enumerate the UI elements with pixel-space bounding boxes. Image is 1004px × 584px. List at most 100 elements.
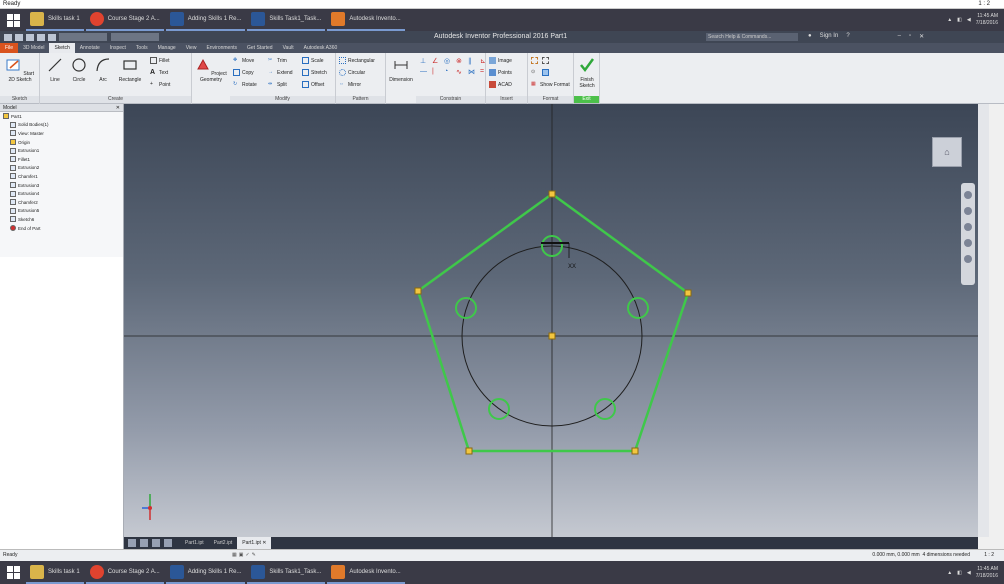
center-point-button[interactable]: ⊙ (531, 69, 540, 76)
doc-tab-part2[interactable]: Part2.ipt (213, 540, 233, 546)
tab-vault[interactable]: Vault (282, 45, 294, 51)
construction-circle[interactable] (461, 245, 643, 427)
graphics-window[interactable]: XX (124, 104, 978, 537)
tab-annotate[interactable]: Annotate (79, 45, 100, 51)
vertex-point[interactable] (631, 447, 639, 455)
collinear-icon[interactable]: ∠ (432, 58, 439, 65)
redo-icon[interactable] (48, 33, 56, 41)
taskbar-item-inventor[interactable]: Autodesk Invento... (327, 562, 405, 584)
browser-node[interactable]: Extrusion1 (0, 146, 123, 155)
start-sketch-button[interactable]: Start 2D Sketch (4, 57, 36, 83)
browser-node[interactable]: Fillet1 (0, 155, 123, 164)
center-point[interactable] (548, 332, 556, 340)
browser-node[interactable]: Origin (0, 138, 123, 147)
vertex-point[interactable] (548, 190, 556, 198)
pentagon-sketch[interactable] (416, 192, 690, 453)
user-icon[interactable]: ● (808, 33, 812, 39)
circle-button[interactable]: Circle (68, 57, 90, 83)
help-search-input[interactable]: Search Help & Commands... (706, 33, 798, 41)
browser-node[interactable]: Extrusion2 (0, 164, 123, 173)
construction-button[interactable] (531, 57, 540, 64)
taskbar-item-word-2[interactable]: Skills Task1_Task... (247, 9, 326, 31)
text-button[interactable]: A Text (150, 69, 169, 76)
bolt-hole[interactable] (455, 297, 477, 319)
image-button[interactable]: Image (489, 57, 512, 64)
viewcube[interactable]: ⌂ (932, 137, 962, 167)
rotate-button[interactable]: ↻ Rotate (233, 81, 257, 88)
dimension-text[interactable]: XX (568, 264, 576, 270)
tab-tools[interactable]: Tools (135, 45, 148, 51)
centerline-button[interactable] (542, 57, 551, 64)
circular-pattern-button[interactable]: Circular (339, 69, 365, 76)
equal-icon[interactable]: = (480, 68, 485, 75)
browser-node[interactable]: Solid Bodies(1) (0, 121, 123, 130)
taskbar-item-chrome[interactable]: Course Stage 2 A... (85, 562, 164, 584)
browser-node[interactable]: Sketch6 (0, 215, 123, 224)
move-button[interactable]: ✥ Move (233, 57, 255, 64)
show-format-button[interactable]: ▦ Show Format (531, 81, 570, 88)
bolt-hole[interactable] (627, 297, 649, 319)
new-icon[interactable] (4, 33, 12, 41)
close-icon[interactable]: ✕ (919, 34, 925, 40)
look-at-icon[interactable] (964, 255, 972, 263)
concentric-icon[interactable]: ◎ (444, 58, 451, 65)
steering-wheel-icon[interactable] (964, 191, 972, 199)
stretch-button[interactable]: Stretch (302, 69, 327, 76)
split-button[interactable]: ⇹ Split (268, 81, 287, 88)
vertex-point[interactable] (414, 287, 422, 295)
vertex-point[interactable] (465, 447, 473, 455)
tab-sketch[interactable]: Sketch (49, 43, 75, 53)
clock-bottom[interactable]: 11:45 AM 7/18/2016 (975, 565, 998, 579)
browser-node[interactable]: View: Master (0, 129, 123, 138)
tab-get-started[interactable]: Get Started (247, 45, 273, 51)
acad-button[interactable]: ACAD (489, 81, 512, 88)
arc-button[interactable]: Arc (92, 57, 114, 83)
bolt-hole[interactable] (594, 398, 616, 420)
volume-icon[interactable]: ◀ (966, 569, 971, 576)
doc-tab-close-icon[interactable]: ✕ (262, 540, 267, 546)
rectangle-button[interactable]: Rectangle (116, 57, 144, 83)
taskbar-item-word-1[interactable]: Adding Skills 1 Re... (165, 562, 246, 584)
taskbar-item-inventor[interactable]: Autodesk Invento... (327, 9, 405, 31)
driven-dimension-button[interactable] (542, 69, 551, 76)
start-button[interactable] (0, 9, 26, 31)
bolt-hole[interactable] (541, 235, 563, 257)
browser-node[interactable]: End of Part (0, 224, 123, 233)
maximize-icon[interactable]: ▫ (909, 33, 912, 39)
browser-node[interactable]: Extrusion3 (0, 181, 123, 190)
coincident-icon[interactable]: ⊥ (420, 58, 427, 65)
home-icon[interactable] (164, 539, 172, 547)
save-icon[interactable] (26, 33, 34, 41)
extend-button[interactable]: → Extend (268, 69, 293, 76)
browser-node[interactable]: Chamfer2 (0, 198, 123, 207)
tab-autodesk-a360[interactable]: Autodesk A360 (303, 45, 338, 51)
volume-icon[interactable]: ◀ (966, 17, 971, 23)
browser-node[interactable]: Chamfer1 (0, 172, 123, 181)
zoom-icon[interactable] (964, 223, 972, 231)
rectangular-pattern-button[interactable]: Rectangular (339, 57, 375, 64)
line-button[interactable]: Line (44, 57, 66, 83)
tab-inspect[interactable]: Inspect (109, 45, 126, 51)
browser-node[interactable]: Extrusion4 (0, 189, 123, 198)
clock[interactable]: 11:45 AM 7/18/2016 (975, 13, 998, 26)
symmetric-icon[interactable]: ⋈ (468, 69, 475, 76)
tab-view[interactable]: View (185, 45, 197, 51)
points-button[interactable]: Points (489, 69, 512, 76)
appearance-dropdown[interactable] (111, 33, 159, 41)
arrange-icon[interactable] (152, 539, 160, 547)
tangent-icon[interactable]: ◔ (444, 68, 449, 75)
project-geometry-button[interactable]: Project Geometry (195, 57, 227, 83)
mirror-button[interactable]: ⇔ Mirror (339, 81, 362, 88)
scale-button[interactable]: Scale (302, 57, 324, 64)
cascade-icon[interactable] (140, 539, 148, 547)
sketch-canvas[interactable]: XX (124, 104, 978, 537)
network-icon[interactable]: ◧ (957, 569, 962, 576)
bolt-hole[interactable] (488, 398, 510, 420)
browser-node[interactable]: Part1 (0, 112, 123, 121)
material-dropdown[interactable] (59, 33, 107, 41)
help-icon[interactable]: ? (846, 33, 850, 39)
browser-close-icon[interactable]: ✕ (115, 105, 120, 111)
sign-in-link[interactable]: Sign In (819, 33, 839, 39)
offset-button[interactable]: Offset (302, 81, 324, 88)
horizontal-icon[interactable]: — (420, 68, 427, 75)
